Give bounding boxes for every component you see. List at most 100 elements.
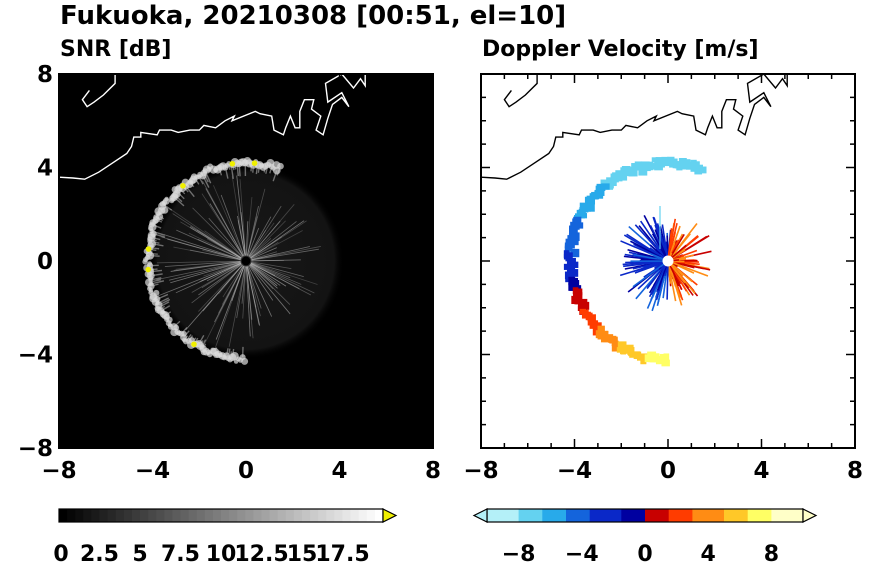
snr-ring-streak (150, 277, 162, 281)
doppler-colorbar-tick-label: 0 (637, 542, 652, 567)
snr-ray (245, 221, 249, 262)
snr-ray (204, 230, 247, 262)
doppler-ring-cell (694, 166, 703, 175)
snr-ray (208, 217, 247, 262)
y-tick-label: −8 (18, 436, 53, 462)
snr-ray (201, 260, 247, 289)
snr-ray (245, 259, 301, 262)
doppler-ring-cell (593, 324, 601, 331)
snr-ray (245, 260, 278, 287)
doppler-colorbar-segment (573, 509, 583, 522)
doppler-colorbar-segment (534, 509, 543, 522)
snr-ray (205, 188, 247, 262)
doppler-ring-cell (619, 173, 627, 180)
snr-ray (245, 260, 278, 289)
snr-ray (245, 221, 297, 262)
y-tick-label: −4 (18, 343, 53, 369)
snr-panel-title: SNR [dB] (60, 37, 171, 62)
snr-colorbar-segment (83, 509, 92, 522)
snr-colorbar-segment (310, 509, 319, 522)
snr-ray (167, 238, 247, 262)
snr-ring-streak (236, 163, 239, 177)
snr-ring-streak (150, 273, 163, 277)
snr-ray (245, 197, 253, 262)
doppler-ring-cell (585, 199, 593, 206)
snr-ring-streak (225, 348, 229, 357)
snr-ring-cell (142, 259, 148, 265)
doppler-ring-cell (654, 161, 663, 171)
doppler-colorbar-segment (747, 509, 757, 522)
snr-colorbar-segment (212, 509, 222, 522)
doppler-colorbar-segment (526, 509, 535, 522)
doppler-colorbar-segment (487, 509, 496, 522)
snr-ray (191, 260, 247, 304)
snr-ring-cell (169, 197, 175, 204)
doppler-ring-cell (672, 163, 680, 169)
snr-peak-cell (145, 246, 152, 252)
doppler-colorbar-segment (739, 509, 749, 522)
snr-colorbar-segment (59, 509, 68, 522)
snr-ray (198, 260, 247, 296)
snr-ray (240, 212, 247, 262)
doppler-colorbar-extend-high (802, 508, 818, 523)
snr-colorbar-segment (229, 509, 238, 522)
snr-ray (157, 260, 247, 297)
doppler-ring-cell (679, 163, 689, 169)
snr-ray (221, 260, 247, 305)
doppler-ring-cell (647, 351, 657, 360)
snr-colorbar-segment (245, 509, 254, 522)
snr-colorbar-tick-label: 17.5 (315, 542, 369, 567)
snr-ray (245, 260, 315, 294)
doppler-ring-cell (563, 250, 569, 258)
doppler-colorbar-segment (708, 509, 717, 522)
snr-ring-streak (252, 164, 255, 173)
snr-ray (185, 260, 247, 331)
snr-ring-streak (158, 298, 171, 306)
snr-colorbar-tick-label: 12.5 (234, 542, 288, 567)
doppler-colorbar-segment (518, 509, 527, 522)
doppler-ring-cell (638, 166, 648, 176)
snr-ticks-layer: −8 −4 0 4 8 8 4 0 −4 −8 (18, 62, 441, 484)
snr-colorbar-tick-label: 10 (206, 542, 237, 567)
doppler-ray (666, 260, 669, 300)
doppler-ring-cell (663, 353, 670, 361)
snr-colorbar-segment (204, 509, 214, 522)
snr-ring-streak (202, 343, 207, 350)
doppler-ring-cell (570, 248, 580, 258)
snr-ray (242, 260, 247, 319)
snr-colorbar-segment (253, 509, 262, 522)
doppler-ring-cell (610, 173, 619, 183)
x-tick-label: 0 (660, 458, 676, 484)
doppler-colorbar-segment (502, 509, 512, 522)
snr-ray (245, 220, 307, 262)
snr-ray (241, 260, 247, 304)
doppler-ring-cell (569, 269, 579, 277)
snr-ring-streak (150, 283, 159, 287)
doppler-ray (667, 233, 691, 262)
snr-ray (245, 229, 267, 262)
snr-ray (245, 260, 261, 326)
snr-panel: SNR [dB] −8 −4 0 4 8 8 4 0 −4 −8 (18, 37, 441, 484)
snr-colorbar-tick-label: 0 (53, 542, 68, 567)
snr-ray (237, 219, 247, 262)
snr-echo-layer (142, 156, 345, 365)
snr-ray (173, 246, 247, 262)
snr-colorbar-segment (285, 509, 295, 522)
doppler-colorbar-extend-low (472, 508, 488, 523)
snr-ray (164, 234, 247, 262)
snr-ray (245, 260, 274, 290)
doppler-colorbar-segment (684, 509, 693, 522)
snr-ray (245, 260, 318, 285)
snr-colorbar-segment (366, 509, 376, 522)
doppler-ring-cell (659, 158, 669, 165)
snr-colorbar-segment (131, 509, 141, 522)
snr-ray (245, 236, 282, 262)
doppler-ray (650, 260, 669, 296)
snr-ray (245, 205, 259, 262)
doppler-ring-cell (578, 213, 588, 219)
doppler-echo-layer (563, 156, 712, 367)
snr-ray (169, 208, 247, 262)
snr-ring-streak (156, 293, 169, 300)
doppler-ring-cell (661, 359, 670, 367)
snr-ray (245, 188, 266, 262)
